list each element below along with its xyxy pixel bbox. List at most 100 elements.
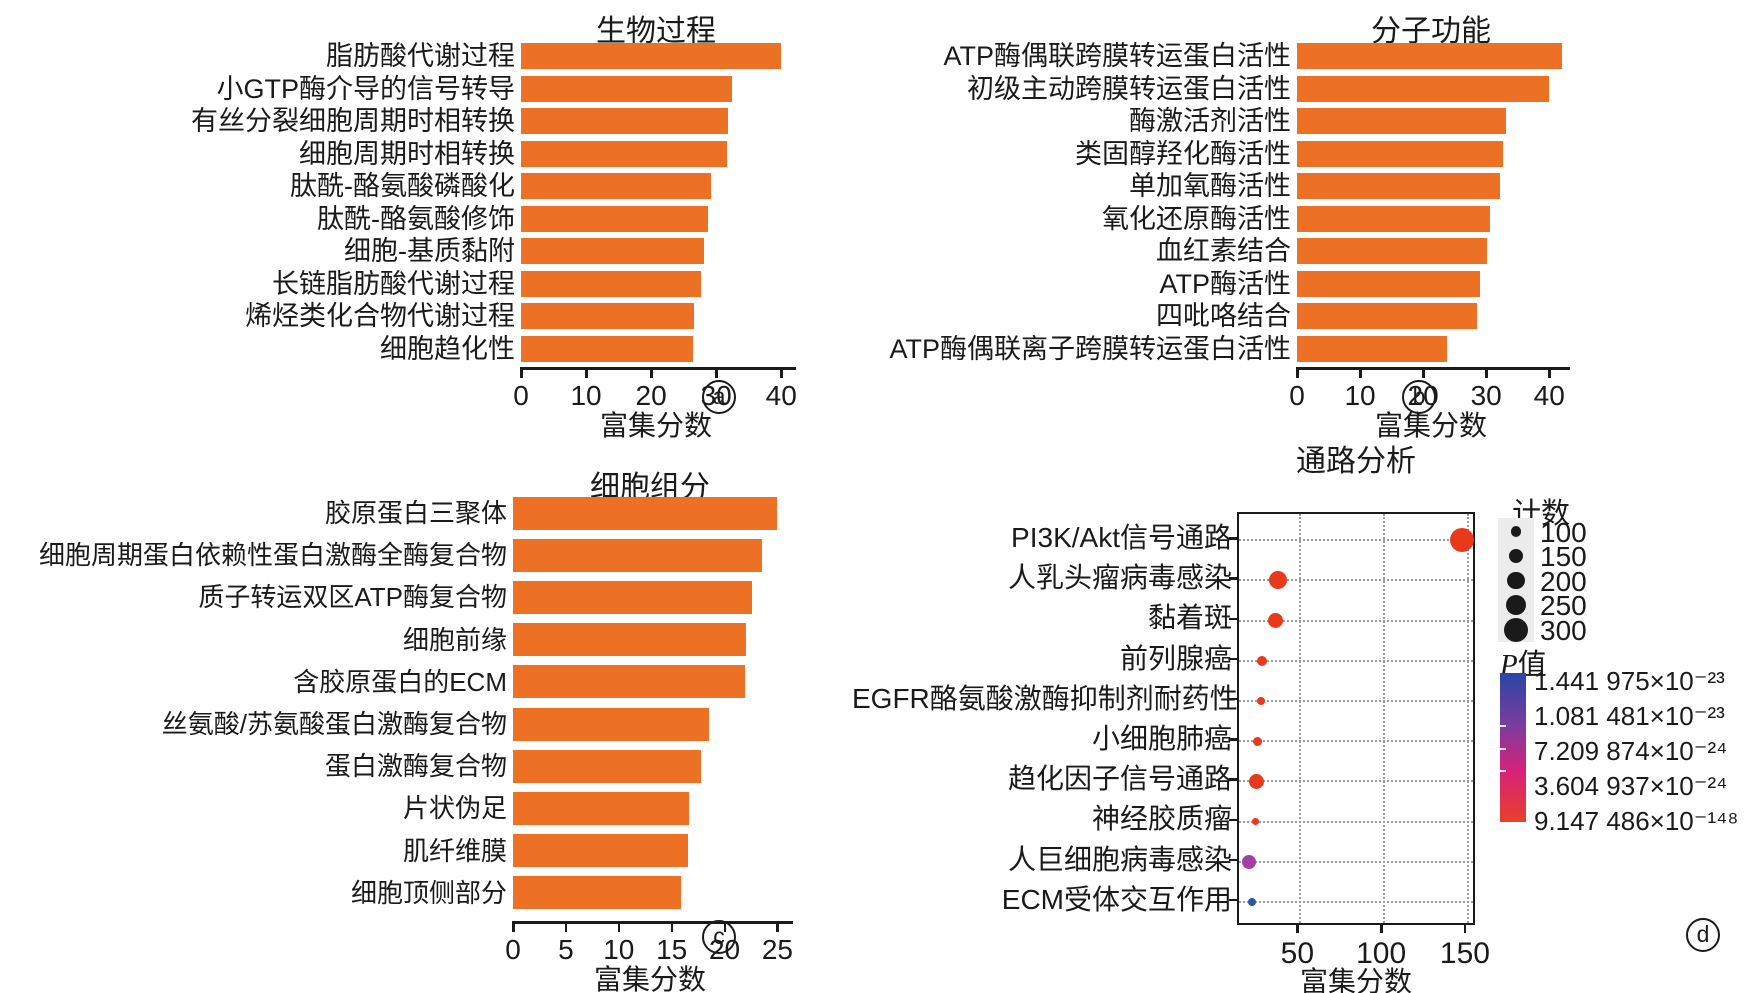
scatter-row-label: PI3K/Akt信号通路	[1011, 522, 1232, 553]
x-axis-tick-label: 100	[1356, 937, 1407, 970]
x-axis-tick	[1296, 925, 1299, 933]
bar	[1297, 43, 1562, 70]
bar	[521, 303, 695, 330]
colorbar-notch	[1500, 747, 1506, 750]
bar	[513, 707, 709, 741]
bar-label: 细胞周期时相转换	[299, 138, 515, 169]
bar	[521, 108, 728, 135]
bar-label: 肽酰-酪氨酸磷酸化	[290, 171, 515, 201]
scatter-dot	[1249, 773, 1265, 789]
x-axis-tick-label: 0	[505, 934, 521, 965]
scatter-dot	[1252, 736, 1262, 746]
grid-line-horizontal	[1239, 860, 1473, 863]
colorbar-notch	[1500, 725, 1506, 728]
bar	[1297, 140, 1504, 167]
scatter-dot	[1256, 655, 1267, 666]
y-axis-tick	[1229, 858, 1237, 862]
x-axis-tick	[1380, 925, 1383, 933]
x-axis-tick-label: 40	[765, 380, 797, 411]
bar	[513, 876, 682, 910]
bar-label: 丝氨酸/苏氨酸蛋白激酶复合物	[161, 709, 507, 739]
bar	[521, 270, 702, 297]
bar-label: 胶原蛋白三聚体	[324, 498, 507, 528]
scatter-dot	[1449, 528, 1474, 553]
x-axis-tick-label: 20	[708, 934, 741, 965]
bar-label: 细胞前缘	[402, 624, 507, 655]
bar	[513, 749, 702, 783]
scatter-dot	[1242, 854, 1257, 869]
bar	[1297, 108, 1507, 135]
grid-line-horizontal	[1239, 619, 1473, 622]
panel-a-x-axis-label: 富集分数	[599, 410, 712, 441]
bar	[513, 834, 688, 868]
x-axis-tick	[776, 924, 779, 932]
x-axis-tick-label: 50	[1280, 937, 1315, 970]
grid-line-horizontal	[1239, 820, 1473, 823]
bar-label: 蛋白激酶复合物	[324, 751, 507, 782]
scatter-dot	[1256, 696, 1265, 705]
bar	[513, 581, 753, 614]
scatter-plot-area	[1237, 512, 1475, 925]
bar-label: 酶激活剂活性	[1129, 106, 1291, 136]
bar	[521, 238, 704, 265]
panel-b-letter: b	[1402, 380, 1436, 414]
x-axis-tick-label: 0	[1289, 380, 1305, 411]
panel-a-letter: a	[702, 380, 736, 414]
legend-count-dot	[1509, 549, 1523, 563]
scatter-dot	[1268, 571, 1287, 590]
panel-c-x-axis-label: 富集分数	[593, 964, 706, 993]
bar	[1297, 238, 1488, 265]
scatter-row-label: 人巨细胞病毒感染	[1007, 843, 1232, 875]
x-axis-tick-label: 15	[656, 934, 688, 965]
x-axis-tick	[512, 924, 515, 932]
x-axis-tick-label: 0	[513, 380, 529, 411]
y-axis-tick	[1229, 577, 1237, 580]
bar	[521, 205, 709, 232]
y-axis-tick	[1229, 778, 1237, 781]
legend-count-label: 150	[1540, 541, 1587, 572]
x-axis-tick-label: 30	[1470, 380, 1502, 411]
x-axis-tick	[1359, 370, 1362, 378]
y-axis-tick	[1229, 617, 1237, 620]
grid-line-horizontal	[1239, 740, 1473, 743]
grid-line-horizontal	[1239, 900, 1473, 903]
x-axis-tick-label: 10	[603, 934, 635, 965]
bar-label: 血红素结合	[1156, 236, 1291, 266]
x-axis-tick-label: 5	[558, 934, 574, 965]
scatter-row-label: 趋化因子信号通路	[1007, 763, 1232, 795]
panel-d-x-axis-label: 富集分数	[1299, 966, 1412, 993]
x-axis-tick	[617, 924, 621, 932]
bar-label: 类固醇羟化酶活性	[1075, 138, 1291, 169]
legend-pvalue-label: 7.209 874×10⁻²⁴	[1534, 736, 1728, 766]
legend-count-label: 200	[1540, 565, 1587, 597]
x-axis-tick	[650, 370, 653, 378]
x-axis-tick-label: 30	[700, 380, 732, 411]
bar	[513, 538, 762, 572]
x-axis-tick	[1296, 370, 1299, 378]
y-axis-tick	[1229, 697, 1237, 701]
x-axis-tick-label: 150	[1439, 937, 1490, 970]
bar-label: 细胞趋化性	[380, 333, 515, 364]
bar-label: 含胶原蛋白的ECM	[293, 666, 507, 697]
grid-line-horizontal	[1239, 699, 1473, 702]
bar	[513, 623, 746, 657]
x-axis-tick-label: 25	[761, 934, 793, 965]
x-axis-tick-label: 10	[570, 380, 602, 411]
x-axis-tick-label: 40	[1533, 380, 1565, 411]
x-axis-tick	[1422, 370, 1425, 378]
panel-b-x-axis-label: 富集分数	[1374, 410, 1487, 441]
grid-line-horizontal	[1239, 579, 1473, 582]
panel-d-title: 通路分析	[1296, 445, 1416, 478]
bar-label: 脂肪酸代谢过程	[326, 41, 515, 71]
x-axis-tick	[1548, 370, 1551, 378]
bar	[513, 665, 745, 699]
panel-b-title: 分子功能	[1371, 15, 1491, 48]
scatter-row-label: 黏着斑	[1147, 602, 1232, 634]
scatter-dot	[1247, 897, 1256, 906]
legend-pvalue-label: 3.604 937×10⁻²⁴	[1534, 771, 1728, 801]
bar-label: ATP酶活性	[1159, 268, 1291, 299]
x-axis-tick-label: 20	[635, 380, 667, 411]
x-axis-tick	[715, 370, 718, 378]
bar-label: 肌纤维膜	[402, 835, 507, 866]
grid-line-vertical	[1383, 514, 1386, 923]
